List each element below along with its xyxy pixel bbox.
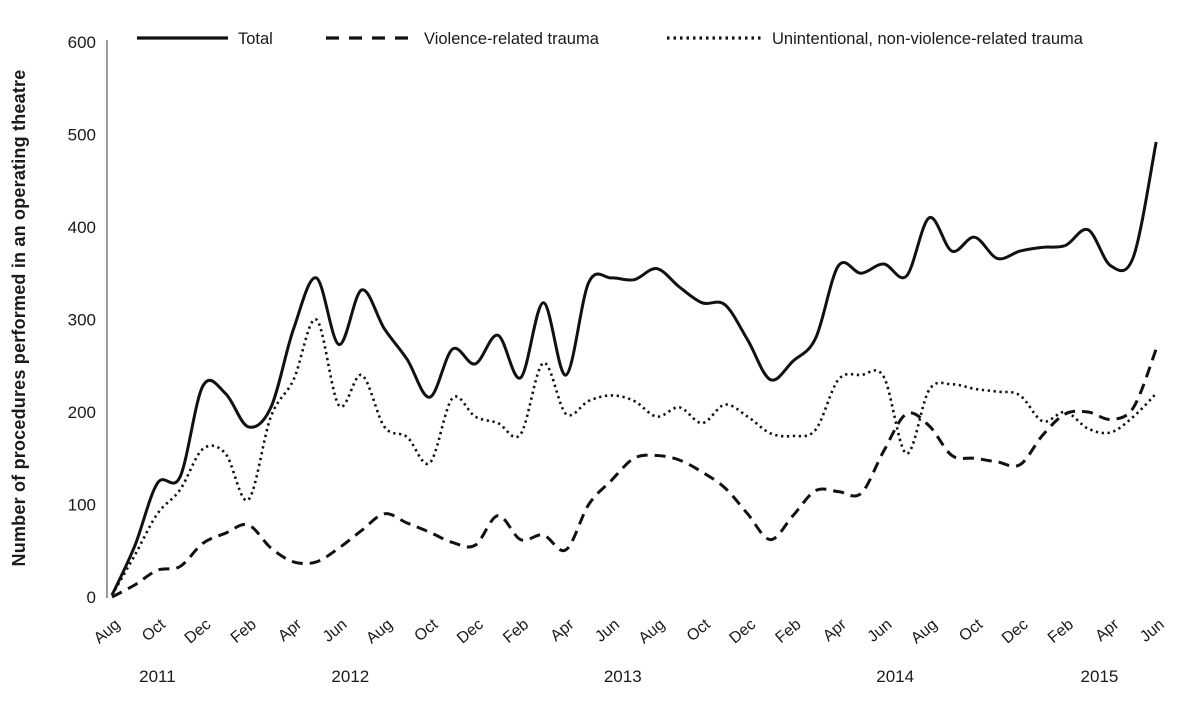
year-label-2011: 2011 [139, 667, 176, 686]
x-tick-label-Jun-2014: Jun [865, 616, 896, 646]
y-axis: 0 100 200 300 400 500 600 [68, 33, 108, 607]
y-tick-label-300: 300 [68, 311, 96, 330]
y-tick-label-500: 500 [68, 126, 96, 145]
y-axis-title: Number of procedures performed in an ope… [9, 70, 29, 567]
x-tick-label-Feb-2012: Feb [228, 616, 260, 647]
y-tick-label-200: 200 [68, 403, 96, 422]
legend-label: Violence-related trauma [424, 30, 600, 48]
x-tick-label-Apr-2012: Apr [275, 616, 306, 645]
series-violence-trauma-line [111, 348, 1158, 599]
x-tick-label-Feb-2014: Feb [773, 616, 805, 647]
x-tick-label-Jun-2013: Jun [592, 616, 623, 646]
legend-item-total-line: Total [137, 30, 273, 48]
year-label-2015: 2015 [1081, 667, 1119, 686]
x-tick-label-Feb-2015: Feb [1045, 616, 1077, 647]
legend-item-unintentional-trauma-line: Unintentional, non-violence-related trau… [667, 30, 1084, 48]
x-tick-label-Jun-2012: Jun [320, 616, 351, 646]
series-unintentional-trauma-line [110, 318, 1158, 596]
y-tick-label-600: 600 [68, 33, 96, 52]
legend-label: Total [238, 30, 273, 48]
year-label-2014: 2014 [876, 667, 914, 686]
x-tick-label-Dec-2014: Dec [999, 616, 1032, 647]
y-tick-label-400: 400 [68, 218, 96, 237]
legend-label: Unintentional, non-violence-related trau… [772, 30, 1084, 48]
y-tick-label-0: 0 [87, 588, 96, 607]
y-tick-label-100: 100 [68, 496, 96, 515]
x-tick-label-Dec-2013: Dec [726, 616, 759, 647]
x-tick-label-Aug-2011: Aug [91, 616, 124, 647]
x-tick-label-Aug-2012: Aug [363, 616, 396, 647]
x-tick-label-Dec-2012: Dec [454, 616, 487, 647]
x-axis: Aug Oct Dec Feb Apr Jun Aug Oct Dec Feb Apr Jun Aug O… [91, 616, 1168, 686]
x-tick-label-Dec-2011: Dec [182, 616, 215, 647]
x-tick-label-Feb-2013: Feb [500, 616, 532, 647]
year-label-2013: 2013 [604, 667, 642, 686]
series-lines [110, 141, 1158, 599]
x-tick-label-Aug-2014: Aug [908, 616, 941, 647]
x-tick-label-Jun-2015: Jun [1137, 616, 1168, 646]
legend: Total Violence-related trauma Unintentiona… [137, 30, 1084, 48]
series-total-line [110, 141, 1158, 596]
x-tick-label-Oct-2013: Oct [684, 616, 714, 645]
x-tick-label-Oct-2014: Oct [956, 616, 986, 645]
x-tick-label-Oct-2012: Oct [411, 616, 441, 645]
x-tick-label-Oct-2011: Oct [139, 616, 169, 645]
year-label-2012: 2012 [331, 667, 369, 686]
x-tick-label-Apr-2015: Apr [1092, 616, 1123, 645]
x-tick-label-Aug-2013: Aug [636, 616, 669, 647]
x-tick-label-Apr-2014: Apr [820, 616, 851, 645]
x-tick-label-Apr-2013: Apr [548, 616, 579, 645]
legend-item-violence-trauma-line: Violence-related trauma [326, 30, 600, 48]
